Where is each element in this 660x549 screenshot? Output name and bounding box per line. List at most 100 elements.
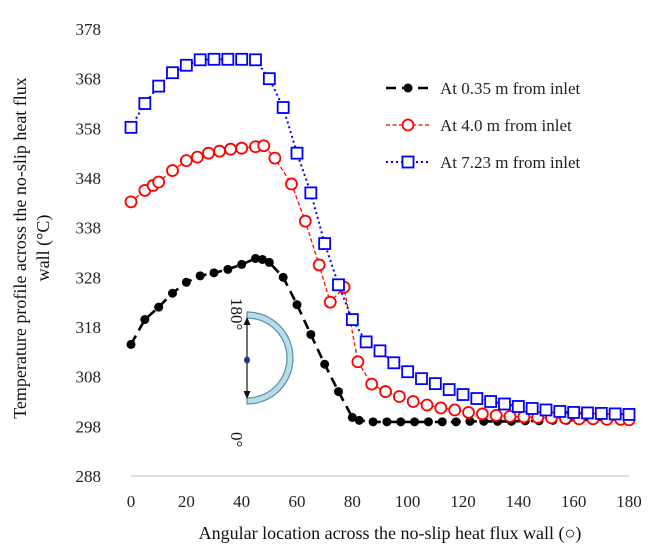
data-point [553, 405, 567, 418]
legend-label-0p35m: At 0.35 m from inlet [440, 79, 581, 98]
data-point [292, 300, 302, 310]
x-tick-label: 40 [233, 492, 250, 511]
data-point [470, 392, 484, 405]
data-point [525, 402, 539, 415]
data-point [276, 101, 290, 114]
data-point [290, 146, 304, 160]
data-point [382, 417, 392, 427]
x-tick-label: 100 [395, 492, 421, 511]
data-point [235, 141, 249, 155]
data-point [410, 417, 420, 427]
data-point [152, 79, 166, 93]
y-axis-title-line2: wall (°C) [33, 215, 54, 282]
data-point [312, 258, 326, 272]
data-point [202, 146, 215, 160]
data-point [503, 409, 517, 423]
data-point [257, 139, 271, 153]
data-point [213, 144, 226, 158]
data-point [320, 359, 330, 369]
data-point [181, 277, 191, 287]
data-point [138, 97, 152, 110]
data-point [207, 52, 221, 66]
data-point [195, 271, 205, 281]
legend: At 0.35 m from inlet At 4.0 m from inlet… [386, 79, 581, 172]
data-point [373, 344, 387, 358]
series-line [130, 58, 630, 416]
data-point [209, 268, 219, 278]
data-point [428, 377, 442, 391]
series-3 [124, 52, 636, 421]
legend-item-0p35m: At 0.35 m from inlet [386, 79, 581, 98]
x-axis-title: Angular location across the no-slip heat… [199, 523, 582, 544]
data-point [489, 409, 503, 422]
data-point [179, 154, 193, 168]
y-tick-label: 368 [76, 70, 102, 89]
data-point [237, 259, 247, 269]
data-point [332, 278, 345, 292]
y-tick-label: 288 [76, 467, 102, 486]
data-point [351, 355, 365, 369]
inset-label-0: 0° [227, 432, 246, 447]
data-point [434, 401, 448, 415]
data-point [465, 416, 475, 426]
inset-label-180: 180° [227, 298, 246, 330]
data-point [152, 175, 166, 189]
data-point [190, 150, 204, 164]
series-line [130, 145, 630, 421]
legend-label-4m: At 4.0 m from inlet [440, 116, 572, 135]
data-point [334, 387, 343, 397]
data-point [392, 390, 406, 403]
data-point [387, 356, 401, 370]
data-point [224, 142, 238, 156]
series-2 [124, 139, 636, 427]
data-point [539, 403, 553, 417]
y-axis-title-line1: Temperature profile across the no-slip h… [10, 77, 30, 419]
data-point [354, 415, 364, 425]
data-point [365, 377, 379, 391]
data-point [359, 335, 373, 349]
x-tick-label: 140 [506, 492, 532, 511]
x-tick-label: 20 [178, 492, 195, 511]
data-point [221, 52, 235, 66]
data-point [257, 254, 267, 264]
series-1 [126, 253, 634, 427]
data-point [484, 395, 498, 408]
data-point [462, 406, 475, 419]
y-tick-label: 358 [76, 119, 102, 138]
legend-marker-open-square [401, 155, 415, 169]
data-point [278, 272, 288, 282]
data-point [379, 385, 392, 398]
data-point [406, 395, 420, 408]
y-tick-label: 308 [76, 368, 102, 387]
data-point [323, 295, 337, 309]
data-point [396, 417, 406, 427]
data-point [124, 195, 138, 209]
data-point [451, 417, 461, 427]
data-point [420, 398, 434, 412]
data-point [423, 417, 433, 427]
x-tick-label: 120 [450, 492, 476, 511]
data-point [306, 329, 316, 339]
data-point [594, 407, 608, 420]
arrow-head-bottom [243, 391, 251, 399]
x-tick-label: 160 [561, 492, 587, 511]
data-point [608, 407, 622, 421]
data-point [401, 365, 415, 379]
data-point [166, 164, 179, 177]
data-point [298, 214, 312, 228]
data-point [448, 403, 462, 417]
data-point [285, 177, 298, 191]
data-point [179, 58, 193, 72]
data-point [318, 237, 332, 250]
data-point [249, 53, 262, 67]
y-tick-label: 318 [76, 318, 102, 337]
data-point [347, 412, 357, 422]
data-point [437, 417, 447, 427]
center-point [244, 356, 250, 364]
data-point [567, 406, 581, 419]
data-point [264, 257, 274, 267]
y-tick-label: 298 [76, 417, 102, 436]
legend-marker-filled-circle [403, 83, 413, 93]
data-point [251, 253, 260, 263]
x-tick-label: 80 [344, 492, 361, 511]
